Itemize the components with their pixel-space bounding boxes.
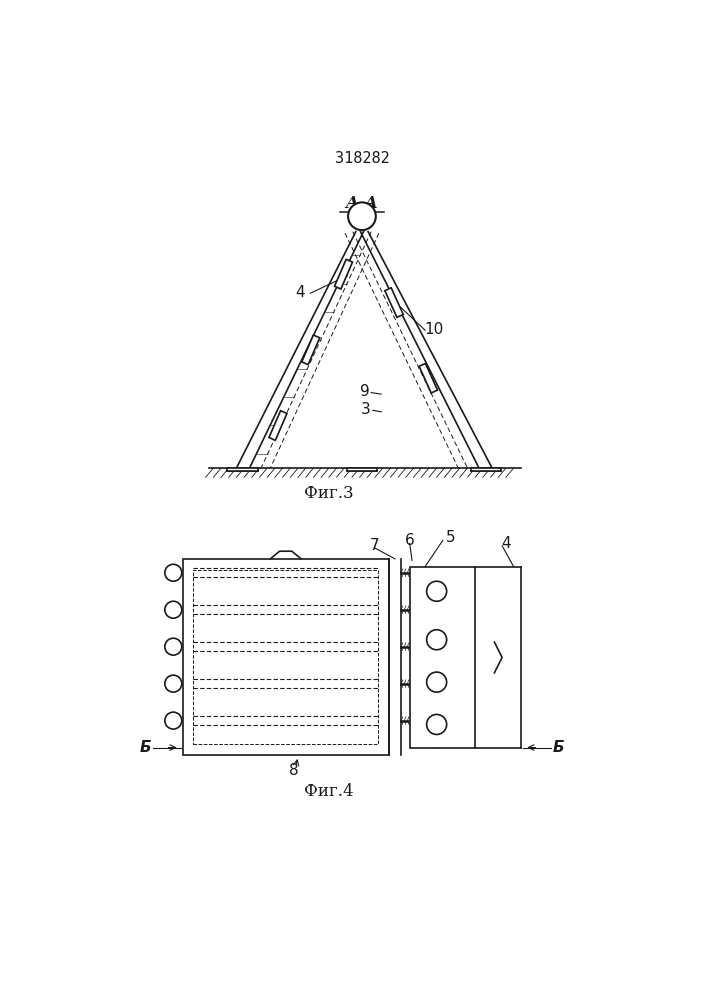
Text: Б: Б — [140, 740, 151, 755]
Bar — [409, 567, 475, 748]
Circle shape — [165, 601, 182, 618]
Polygon shape — [269, 411, 287, 440]
Circle shape — [426, 630, 447, 650]
Text: A-A: A-A — [346, 195, 378, 212]
Text: 7: 7 — [370, 538, 380, 553]
Circle shape — [165, 638, 182, 655]
Text: 318282: 318282 — [334, 151, 390, 166]
Circle shape — [426, 672, 447, 692]
Circle shape — [426, 581, 447, 601]
Circle shape — [165, 564, 182, 581]
Polygon shape — [419, 363, 438, 393]
Circle shape — [348, 202, 376, 230]
Bar — [227, 468, 258, 471]
Text: 9: 9 — [360, 384, 370, 399]
Text: 4: 4 — [501, 536, 510, 551]
Polygon shape — [385, 288, 403, 317]
Text: 10: 10 — [425, 322, 444, 337]
Circle shape — [165, 712, 182, 729]
Circle shape — [165, 675, 182, 692]
Text: Фиг.3: Фиг.3 — [304, 485, 354, 502]
Bar — [471, 468, 501, 471]
Bar — [193, 570, 378, 744]
Text: 8: 8 — [289, 763, 299, 778]
Polygon shape — [334, 259, 353, 289]
Text: Фиг.4: Фиг.4 — [304, 783, 354, 800]
Bar — [346, 468, 378, 471]
Text: 5: 5 — [445, 530, 455, 545]
Text: 3: 3 — [361, 402, 370, 417]
Bar — [182, 559, 389, 755]
Polygon shape — [302, 335, 320, 365]
Text: Б: Б — [552, 740, 564, 755]
Text: 6: 6 — [405, 533, 414, 548]
Text: 4: 4 — [295, 285, 305, 300]
Circle shape — [426, 714, 447, 734]
